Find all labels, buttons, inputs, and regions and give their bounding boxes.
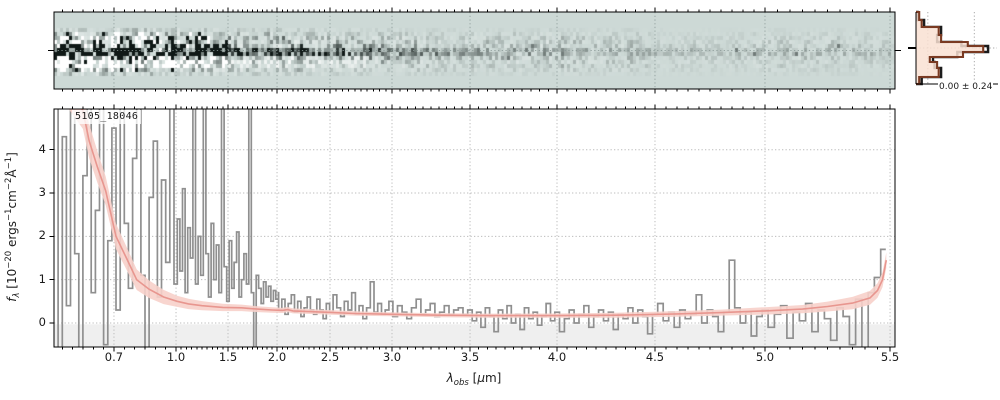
y-tick-label: 0 xyxy=(38,315,46,329)
x-axis-label: λobs [μm] xyxy=(446,371,502,389)
y-tick-label: 1 xyxy=(38,271,46,286)
twod-gridlines xyxy=(54,12,895,89)
x-tick-label: 3.0 xyxy=(382,350,402,364)
x-tick-label: 4.0 xyxy=(547,350,567,364)
profile-stats-label: 0.00 ± 0.24 xyxy=(938,82,994,93)
x-axis-unit: m] xyxy=(484,371,502,385)
x-axis-unit-bracket: [ xyxy=(468,371,478,385)
object-id-label: 5105_18046 xyxy=(72,110,142,124)
twod-frame xyxy=(48,7,901,94)
x-tick-label: 3.5 xyxy=(460,350,480,364)
x-tick-label: 0.7 xyxy=(104,350,124,364)
x-tick-label: 4.5 xyxy=(645,350,665,364)
below-zero-band xyxy=(54,324,895,347)
y-axis-label-segment: −1 xyxy=(4,208,15,222)
x-axis-label-subscript: obs xyxy=(453,378,469,388)
x-tick-label: 1.5 xyxy=(218,350,238,364)
axes-frame xyxy=(49,104,896,352)
profile-observed-steps xyxy=(916,10,990,86)
y-tick-label: 2 xyxy=(38,228,46,243)
y-axis-label-segment: −20 xyxy=(4,250,15,269)
lambda-symbol: λ xyxy=(446,371,454,385)
x-tick-label: 2.5 xyxy=(320,350,340,364)
observed-spectrum-line xyxy=(57,109,886,347)
x-tick-label: 5.5 xyxy=(880,350,900,364)
y-axis-label-segment: −1 xyxy=(4,156,15,170)
y-tick-label: 3 xyxy=(38,185,46,200)
y-axis-label-segment: Å xyxy=(5,169,20,178)
spectrum-2d-image xyxy=(54,12,895,89)
y-axis-label-segment: −2 xyxy=(4,177,15,191)
model-uncertainty-band xyxy=(68,109,887,318)
y-tick-label: 4 xyxy=(38,141,46,156)
profile-model-steps xyxy=(916,10,985,86)
mu-symbol: μ xyxy=(477,371,485,385)
model-spectrum-line xyxy=(80,109,888,317)
y-axis-label-segment: f xyxy=(5,297,20,302)
x-tick-label: 2.0 xyxy=(267,350,287,364)
y-axis-label-segment: λ xyxy=(12,292,23,298)
x-tick-label: 5.0 xyxy=(755,350,775,364)
x-tick-label: 1.0 xyxy=(166,350,186,364)
